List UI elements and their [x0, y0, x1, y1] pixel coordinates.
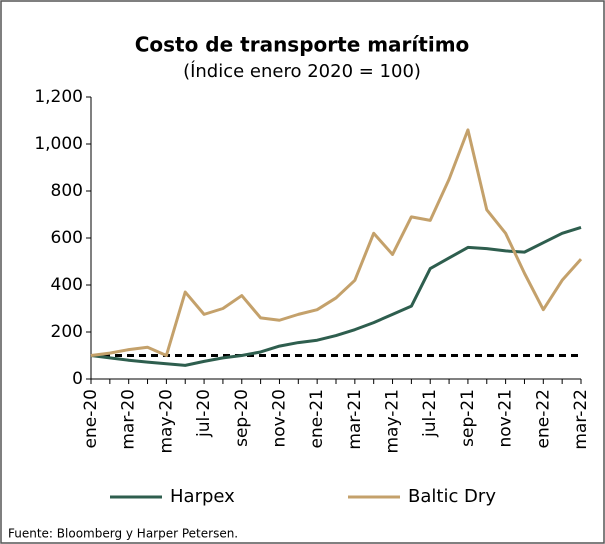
series-line — [90, 225, 582, 367]
legend-label: Harpex — [170, 486, 235, 507]
x-tick-label: ene-20 — [81, 389, 101, 448]
y-tick-label: 1,200 — [34, 87, 83, 107]
x-tick-label: jul-20 — [194, 389, 214, 438]
y-tick-label: 200 — [51, 322, 83, 342]
x-tick-label: may-21 — [383, 389, 403, 454]
series-line — [90, 128, 583, 357]
x-tick-label: nov-20 — [269, 389, 289, 448]
y-tick-label: 1,000 — [34, 134, 83, 154]
x-tick-label: mar-20 — [119, 389, 139, 450]
x-tick-label: mar-22 — [571, 389, 591, 450]
source-note: Fuente: Bloomberg y Harper Petersen. — [8, 527, 238, 541]
x-tick-label: mar-21 — [345, 389, 365, 450]
y-tick-label: 800 — [51, 181, 83, 201]
x-tick-label: jul-21 — [420, 389, 440, 438]
x-tick-label: ene-22 — [533, 389, 553, 448]
x-tick-label: ene-21 — [307, 389, 327, 448]
y-tick-label: 0 — [72, 369, 83, 389]
y-tick-label: 600 — [51, 228, 83, 248]
legend-label: Baltic Dry — [408, 486, 496, 507]
chart-subtitle: (Índice enero 2020 = 100) — [183, 60, 421, 82]
chart-title: Costo de transporte marítimo — [135, 33, 470, 57]
x-tick-label: sep-20 — [232, 389, 252, 447]
x-tick-label: nov-21 — [496, 389, 516, 448]
y-tick-label: 400 — [51, 275, 83, 295]
x-tick-label: may-20 — [156, 389, 176, 454]
x-tick-label: sep-21 — [458, 389, 478, 447]
